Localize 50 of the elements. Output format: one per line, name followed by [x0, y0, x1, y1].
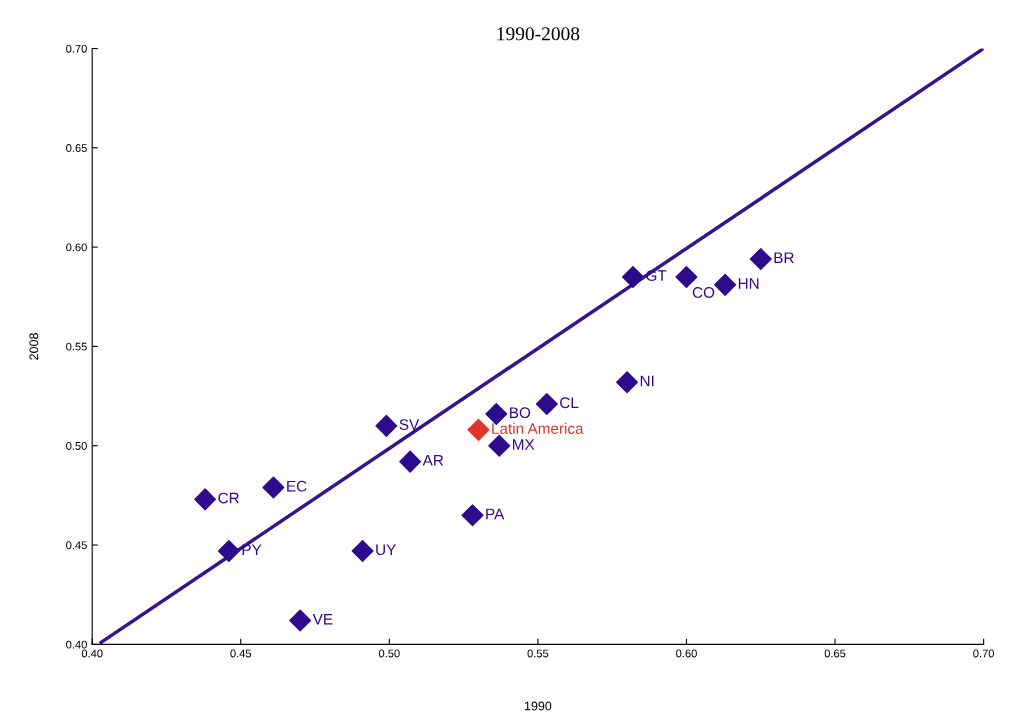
x-tick-label: 0.55 — [527, 649, 549, 658]
x-tick-label: 0.70 — [973, 649, 994, 658]
series-label: HN — [738, 278, 759, 289]
point — [467, 418, 490, 441]
series-label: CR — [218, 492, 239, 504]
point — [375, 414, 398, 437]
x-tick-label: 0.65 — [824, 649, 846, 658]
series-label: UY — [376, 544, 396, 556]
series-label: SV — [399, 419, 420, 430]
point — [461, 504, 484, 527]
series-label: VE — [312, 613, 333, 625]
y-tick-label: 0.50 — [66, 442, 87, 450]
y-tick-label: 0.55 — [66, 342, 87, 351]
series-label: NI — [640, 375, 654, 387]
point — [399, 450, 422, 473]
point — [535, 393, 558, 416]
series-label: EC — [287, 480, 307, 492]
y-tick-label: 0.45 — [66, 541, 87, 550]
point — [675, 265, 698, 288]
point — [289, 609, 312, 632]
point — [616, 371, 639, 394]
series-label: AR — [422, 455, 444, 466]
series-label: MX — [513, 439, 535, 450]
point — [714, 273, 737, 296]
series-label: CO — [692, 287, 715, 298]
x-tick-label: 0.40 — [81, 649, 103, 658]
point — [217, 540, 240, 563]
series-label: BO — [510, 407, 531, 419]
series-label: Latin America — [492, 422, 584, 434]
x-tick-label: 0.50 — [378, 649, 400, 658]
y-tick-label: 0.65 — [66, 144, 87, 152]
x-axis-title: 1990 — [524, 701, 552, 711]
series-label: GT — [646, 270, 667, 282]
y-tick-label: 0.40 — [66, 640, 87, 649]
series-label: PA — [486, 508, 505, 520]
y-axis-title: 2008 — [29, 333, 39, 360]
point — [621, 265, 644, 288]
chart-title: 1990-2008 — [497, 27, 580, 41]
x-tick-label: 0.60 — [676, 649, 697, 658]
point — [262, 476, 285, 499]
series-label: PY — [242, 544, 262, 555]
y-tick-label: 0.70 — [66, 44, 87, 53]
point — [749, 248, 772, 271]
point — [194, 488, 217, 511]
y-tick-label: 0.60 — [66, 243, 87, 252]
series-label: BR — [774, 252, 794, 263]
point — [488, 434, 511, 457]
point — [351, 540, 374, 563]
x-tick-label: 0.45 — [230, 649, 252, 658]
series-label: CL — [560, 397, 579, 409]
